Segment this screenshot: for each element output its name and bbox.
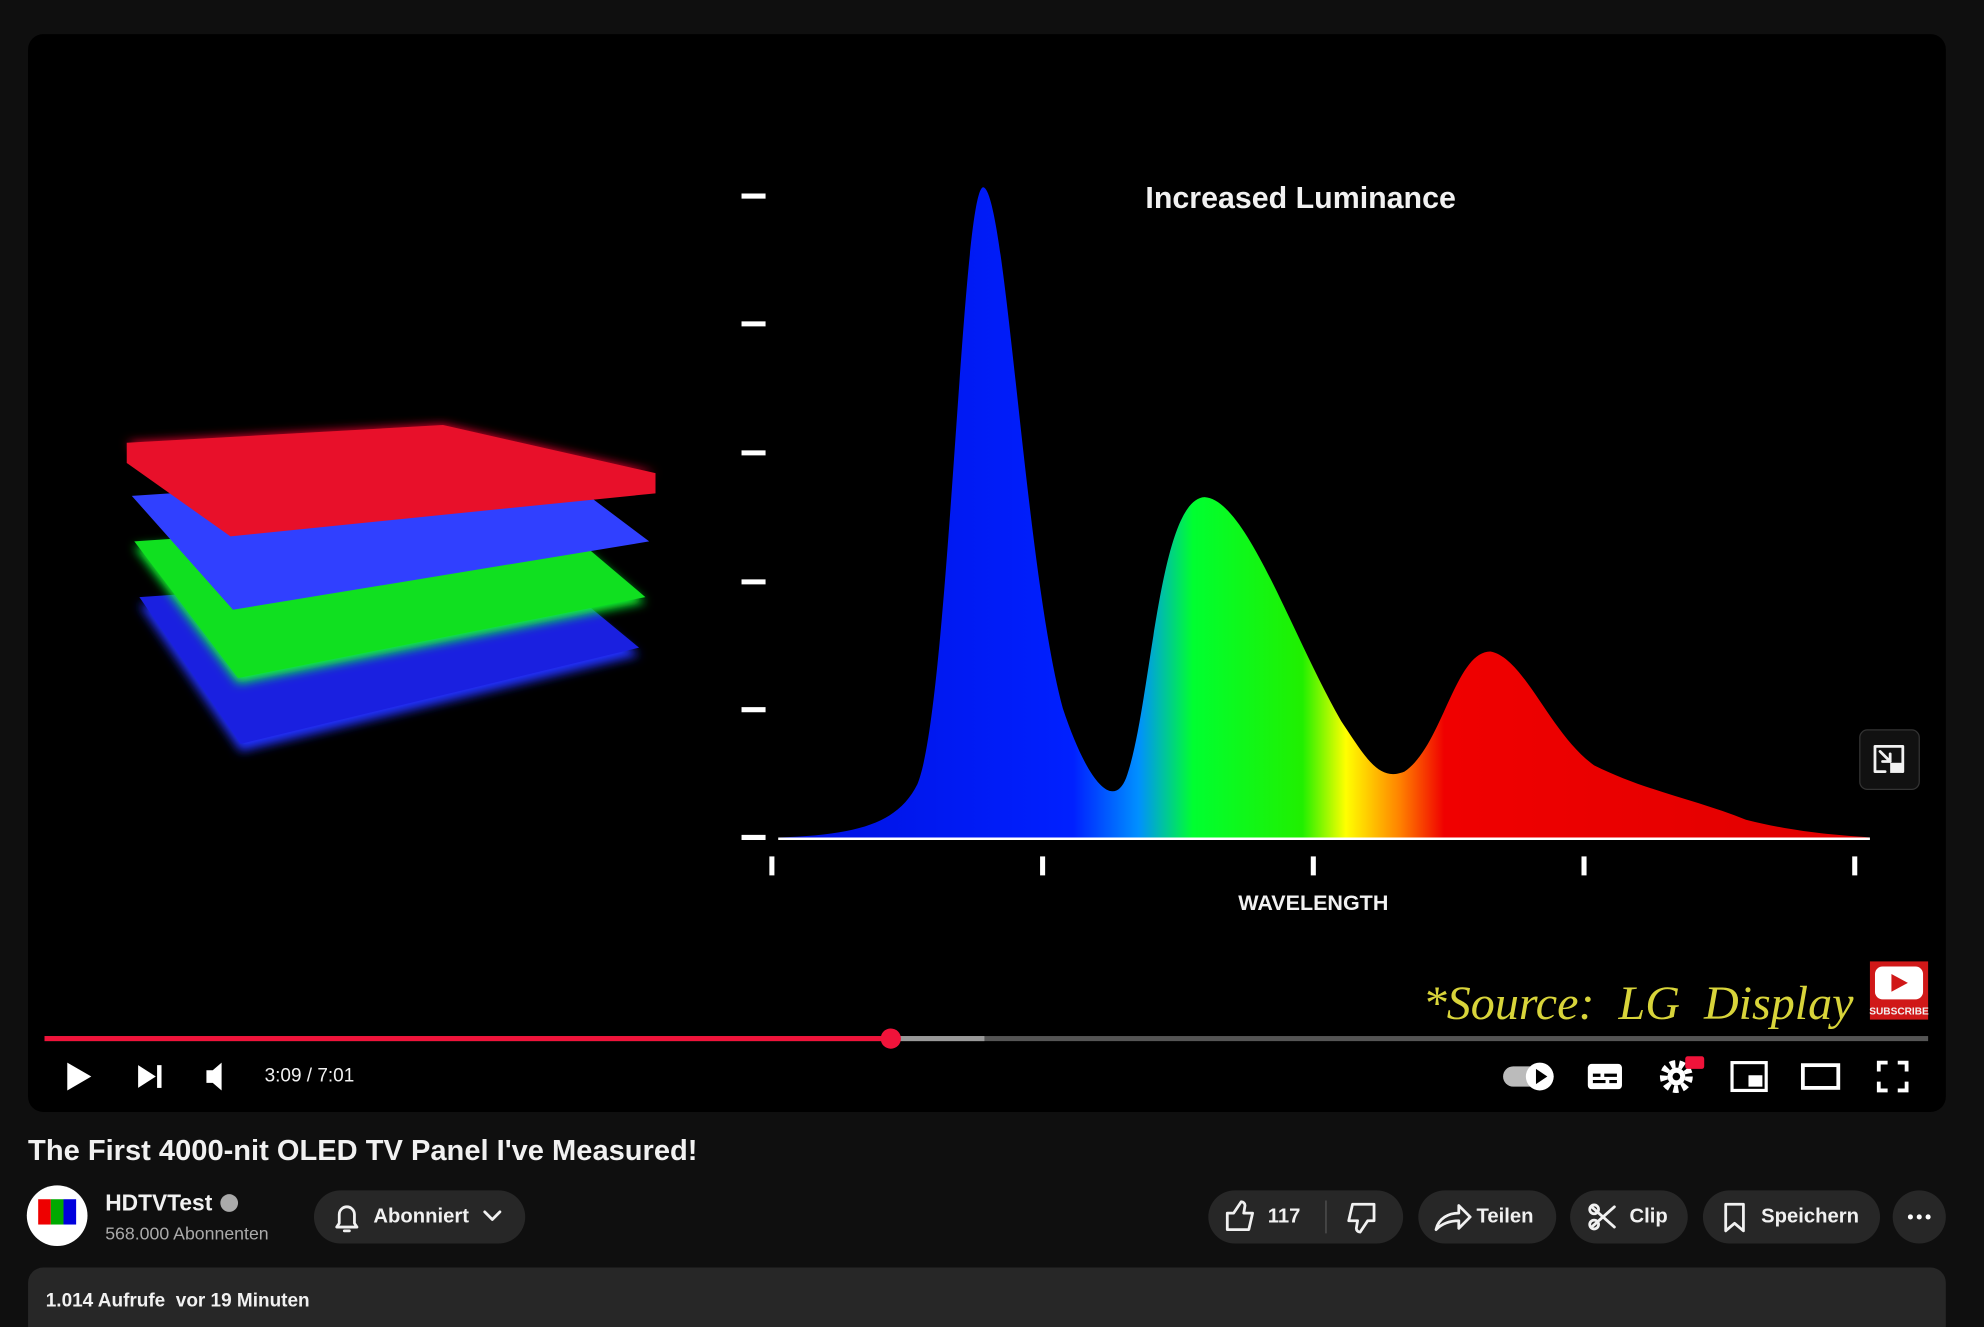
avatar-blue bbox=[63, 1199, 77, 1225]
badge-text: SUBSCRIBE bbox=[1869, 1007, 1929, 1018]
dislike-button[interactable] bbox=[1347, 1202, 1376, 1234]
like-count: 117 bbox=[1268, 1205, 1301, 1227]
share-button[interactable] bbox=[1418, 1190, 1557, 1244]
save-icon bbox=[1724, 1202, 1745, 1233]
dot bbox=[1907, 1214, 1913, 1220]
clip-label: Clip bbox=[1630, 1205, 1668, 1227]
oled-layers bbox=[126, 425, 656, 752]
subscribe-button[interactable] bbox=[313, 1190, 526, 1244]
overlay-title: Increased Luminance bbox=[1145, 182, 1455, 215]
subscribe-label: Abonniert bbox=[373, 1205, 469, 1227]
miniplayer-icon bbox=[1873, 744, 1905, 774]
miniplayer-box bbox=[1890, 762, 1903, 773]
progress-buffer bbox=[890, 1036, 985, 1042]
share-icon bbox=[1434, 1204, 1472, 1231]
source-note: *Source: LG Display bbox=[1423, 977, 1854, 1030]
progress-played bbox=[44, 1036, 891, 1042]
progress-track[interactable] bbox=[44, 1036, 1929, 1042]
spectrum-axes bbox=[741, 193, 1858, 876]
next-bar bbox=[157, 1065, 162, 1088]
chevron bbox=[483, 1210, 502, 1221]
bell-icon bbox=[335, 1205, 359, 1233]
theater-button[interactable] bbox=[1800, 1063, 1841, 1090]
view-meta: 1.014 Aufrufe vor 19 Minuten bbox=[46, 1291, 310, 1312]
volume-button[interactable] bbox=[206, 1062, 222, 1091]
clip-ring bbox=[1588, 1203, 1600, 1216]
save-button[interactable] bbox=[1702, 1190, 1881, 1244]
share-label: Teilen bbox=[1477, 1205, 1534, 1227]
avatar-red bbox=[38, 1199, 51, 1225]
subtitles-lines bbox=[1592, 1073, 1617, 1084]
progress-handle[interactable] bbox=[880, 1028, 901, 1049]
miniplayer-inner bbox=[1748, 1075, 1763, 1087]
description-box[interactable] bbox=[28, 1267, 1946, 1327]
badge-play bbox=[1891, 974, 1908, 992]
fullscreen-button[interactable] bbox=[1876, 1060, 1909, 1093]
save-label: Speichern bbox=[1761, 1205, 1859, 1227]
clip-icon bbox=[1590, 1205, 1616, 1229]
video-title: The First 4000-nit OLED TV Panel I've Me… bbox=[28, 1135, 697, 1167]
play-button[interactable] bbox=[67, 1062, 92, 1091]
spectrum-curve bbox=[778, 187, 1870, 838]
like-button[interactable] bbox=[1225, 1200, 1254, 1231]
next-button[interactable] bbox=[138, 1065, 156, 1088]
quality-badge bbox=[1685, 1056, 1705, 1069]
dot bbox=[1925, 1214, 1931, 1220]
axis-label: WAVELENGTH bbox=[1238, 891, 1388, 915]
clip-button[interactable] bbox=[1570, 1190, 1688, 1244]
time-display: 3:09 / 7:01 bbox=[265, 1066, 355, 1087]
channel-name[interactable]: HDTVTest bbox=[105, 1189, 213, 1215]
settings-hole bbox=[1672, 1072, 1681, 1081]
subscriber-count: 568.000 Abonnenten bbox=[105, 1223, 268, 1243]
settings-button[interactable] bbox=[1659, 1060, 1693, 1093]
dot bbox=[1916, 1214, 1922, 1220]
autoplay-play bbox=[1535, 1068, 1548, 1085]
clip-ring bbox=[1588, 1218, 1600, 1231]
avatar-green bbox=[50, 1199, 64, 1225]
verified-badge bbox=[220, 1194, 239, 1212]
miniplayer-toggle[interactable] bbox=[1730, 1061, 1768, 1093]
